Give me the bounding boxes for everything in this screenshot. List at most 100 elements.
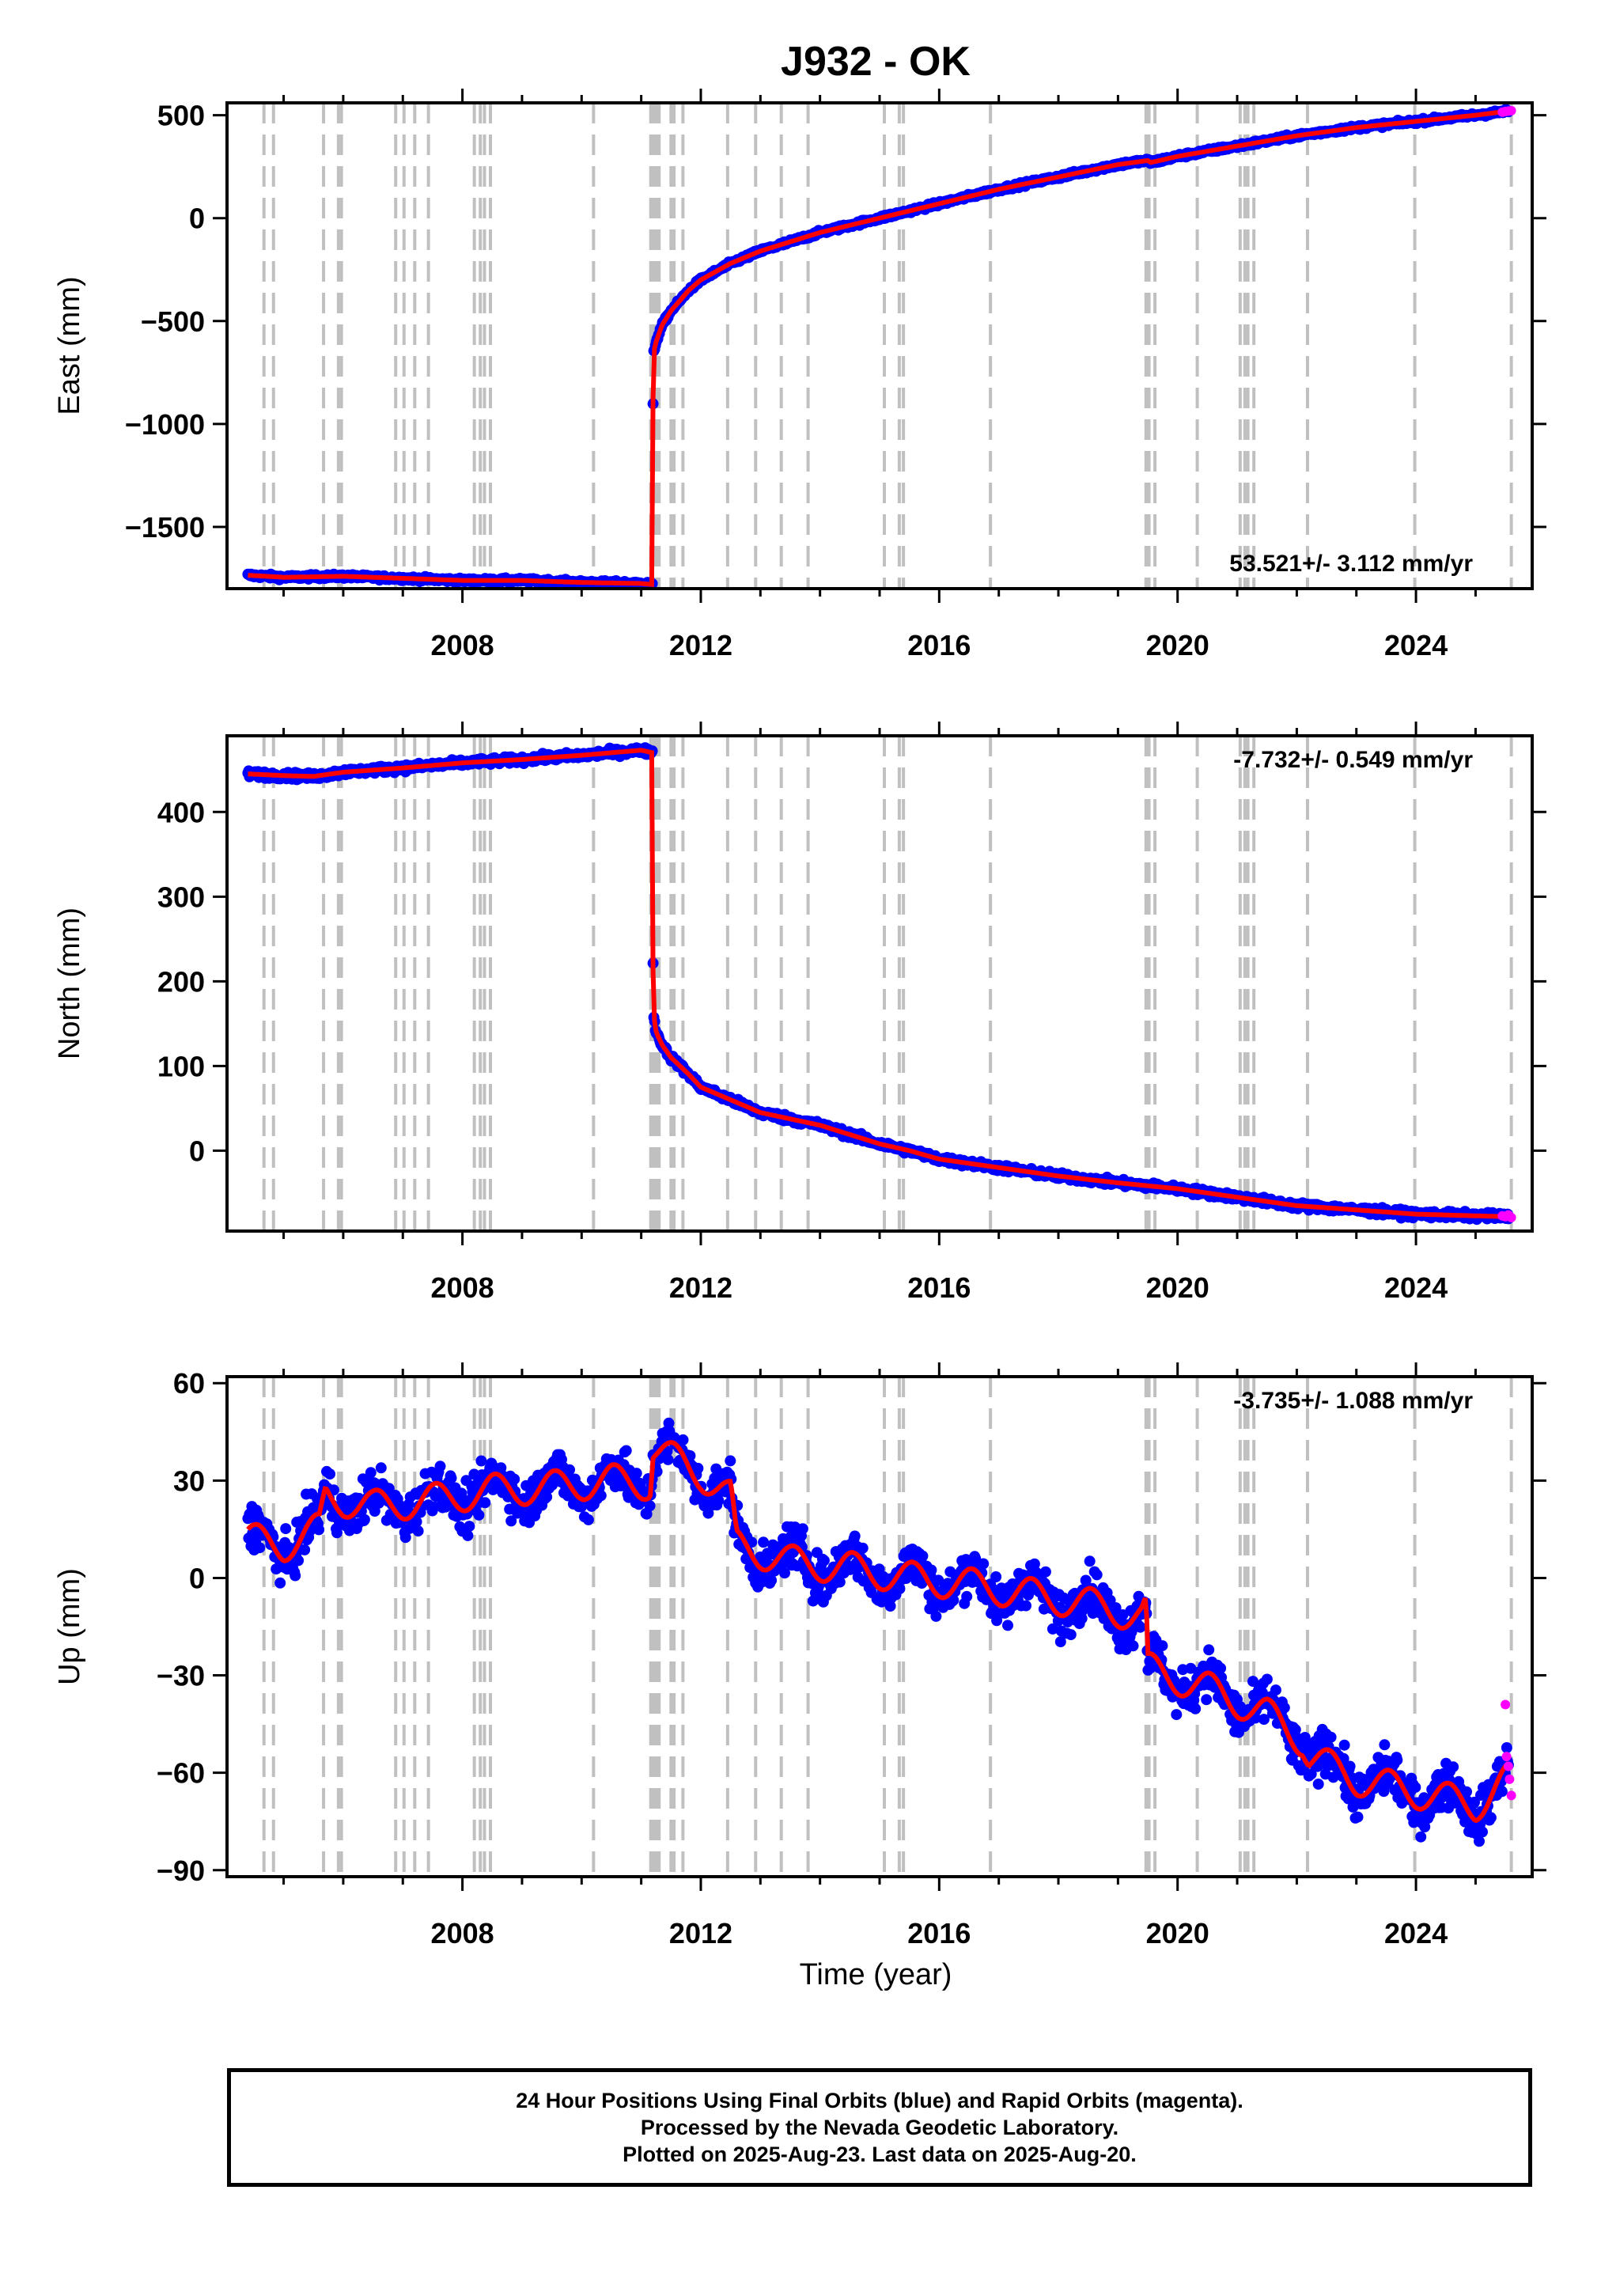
x-tick-label: 2020 xyxy=(1146,1271,1209,1304)
up-final-orbit-point xyxy=(1344,1760,1356,1772)
y-tick-label: 0 xyxy=(189,1135,205,1167)
east-plot-frame xyxy=(225,101,1534,590)
up-final-orbit-point xyxy=(990,1571,1002,1582)
up-final-orbit-point xyxy=(582,1514,594,1525)
up-final-orbit-point xyxy=(1261,1673,1273,1685)
up-final-orbit-point xyxy=(564,1464,575,1476)
up-final-orbit-point xyxy=(1391,1754,1403,1766)
x-tick-label: 2024 xyxy=(1384,629,1448,661)
up-final-orbit-point xyxy=(358,1514,370,1525)
y-tick-label: 500 xyxy=(157,100,205,132)
up-final-orbit-point xyxy=(1065,1629,1077,1641)
up-final-orbit-point xyxy=(495,1462,507,1474)
up-final-orbit-point xyxy=(1203,1644,1215,1656)
up-final-orbit-point xyxy=(725,1455,736,1467)
up-final-orbit-point xyxy=(644,1500,656,1512)
up-final-orbit-point xyxy=(464,1521,475,1533)
up-final-orbit-point xyxy=(1047,1623,1058,1635)
east-y-axis-label: East (mm) xyxy=(53,276,86,415)
y-tick-label: −1000 xyxy=(125,408,205,441)
up-final-orbit-point xyxy=(1076,1612,1088,1624)
north-plot-area xyxy=(242,742,1516,1226)
up-final-orbit-point xyxy=(1110,1602,1122,1614)
north-rapid-orbit-point xyxy=(1506,1212,1516,1222)
up-final-orbit-point xyxy=(1171,1709,1183,1721)
up-final-orbit-point xyxy=(1270,1684,1281,1696)
up-final-orbit-point xyxy=(541,1491,553,1503)
up-final-orbit-point xyxy=(797,1523,808,1535)
up-final-orbit-point xyxy=(434,1461,446,1472)
y-tick-label: 300 xyxy=(157,881,205,913)
up-final-orbit-point xyxy=(663,1417,675,1429)
north-model-line xyxy=(248,748,1508,1219)
up-final-orbit-point xyxy=(324,1468,335,1480)
up-final-orbit-point xyxy=(1342,1793,1354,1805)
north-y-axis-label: North (mm) xyxy=(53,907,86,1059)
chart-title: J932 - OK xyxy=(781,39,971,85)
y-tick-label: 400 xyxy=(157,796,205,828)
up-final-orbit-point xyxy=(812,1581,824,1593)
north-plot-frame xyxy=(225,734,1534,1233)
y-tick-label: −500 xyxy=(141,305,205,338)
up-final-orbit-point xyxy=(702,1507,714,1519)
up-final-orbit-point xyxy=(445,1472,457,1484)
up-final-orbit-point xyxy=(970,1552,982,1564)
east-model-line xyxy=(248,108,1509,588)
y-tick-label: 0 xyxy=(189,203,205,235)
up-final-orbit-point xyxy=(961,1590,973,1602)
up-final-orbit-point xyxy=(1201,1694,1213,1706)
up-final-orbit-point xyxy=(857,1542,869,1554)
x-tick-label: 2020 xyxy=(1146,629,1209,661)
up-final-orbit-point xyxy=(766,1574,778,1586)
up-final-orbit-point xyxy=(293,1555,305,1567)
east-rate-label: 53.521+/- 3.112 mm/yr xyxy=(1229,551,1473,577)
up-final-orbit-point xyxy=(1127,1640,1139,1652)
up-final-orbit-point xyxy=(894,1583,906,1594)
up-final-orbit-point xyxy=(595,1490,607,1502)
up-final-orbit-point xyxy=(1215,1662,1227,1674)
up-final-orbit-point xyxy=(313,1524,325,1536)
up-final-orbit-point xyxy=(399,1532,411,1544)
x-tick-label: 2008 xyxy=(431,629,494,661)
up-final-orbit-point xyxy=(884,1601,896,1612)
up-final-orbit-point xyxy=(1190,1703,1202,1714)
y-tick-label: −1500 xyxy=(125,511,205,544)
up-final-orbit-point xyxy=(365,1467,377,1479)
up-final-orbit-point xyxy=(662,1453,674,1465)
up-final-orbit-point xyxy=(849,1530,861,1542)
up-final-orbit-point xyxy=(1024,1586,1035,1597)
x-tick-label: 2008 xyxy=(431,1271,494,1304)
up-final-orbit-point xyxy=(331,1527,343,1539)
up-final-orbit-point xyxy=(375,1462,387,1474)
x-tick-label: 2016 xyxy=(907,629,971,661)
up-final-orbit-point xyxy=(1084,1555,1096,1567)
up-final-orbit-point xyxy=(462,1529,474,1541)
up-final-orbit-point xyxy=(758,1536,770,1548)
up-final-orbit-point xyxy=(479,1497,491,1509)
up-final-orbit-point xyxy=(1020,1600,1031,1612)
up-final-orbit-point xyxy=(1415,1831,1427,1843)
up-final-orbit-point xyxy=(930,1610,942,1622)
up-final-orbit-point xyxy=(274,1577,286,1589)
up-final-orbit-point xyxy=(713,1495,725,1506)
up-final-orbit-point xyxy=(779,1567,790,1579)
up-final-orbit-point xyxy=(299,1544,311,1555)
up-final-orbit-point xyxy=(1278,1702,1290,1714)
up-final-orbit-point xyxy=(1002,1620,1013,1631)
up-final-orbit-point xyxy=(411,1516,422,1528)
y-tick-label: 100 xyxy=(157,1050,205,1082)
up-final-orbit-point xyxy=(978,1558,990,1570)
up-final-orbit-point xyxy=(620,1445,632,1457)
up-final-orbit-point xyxy=(505,1515,517,1527)
up-final-orbit-point xyxy=(412,1525,424,1537)
north-rate-label: -7.732+/- 0.549 mm/yr xyxy=(1233,747,1473,773)
up-final-orbit-point xyxy=(1054,1636,1066,1648)
up-final-orbit-point xyxy=(1419,1821,1431,1832)
x-tick-label: 2024 xyxy=(1384,1271,1448,1304)
up-final-orbit-point xyxy=(280,1523,292,1535)
up-final-orbit-point xyxy=(1156,1640,1168,1652)
